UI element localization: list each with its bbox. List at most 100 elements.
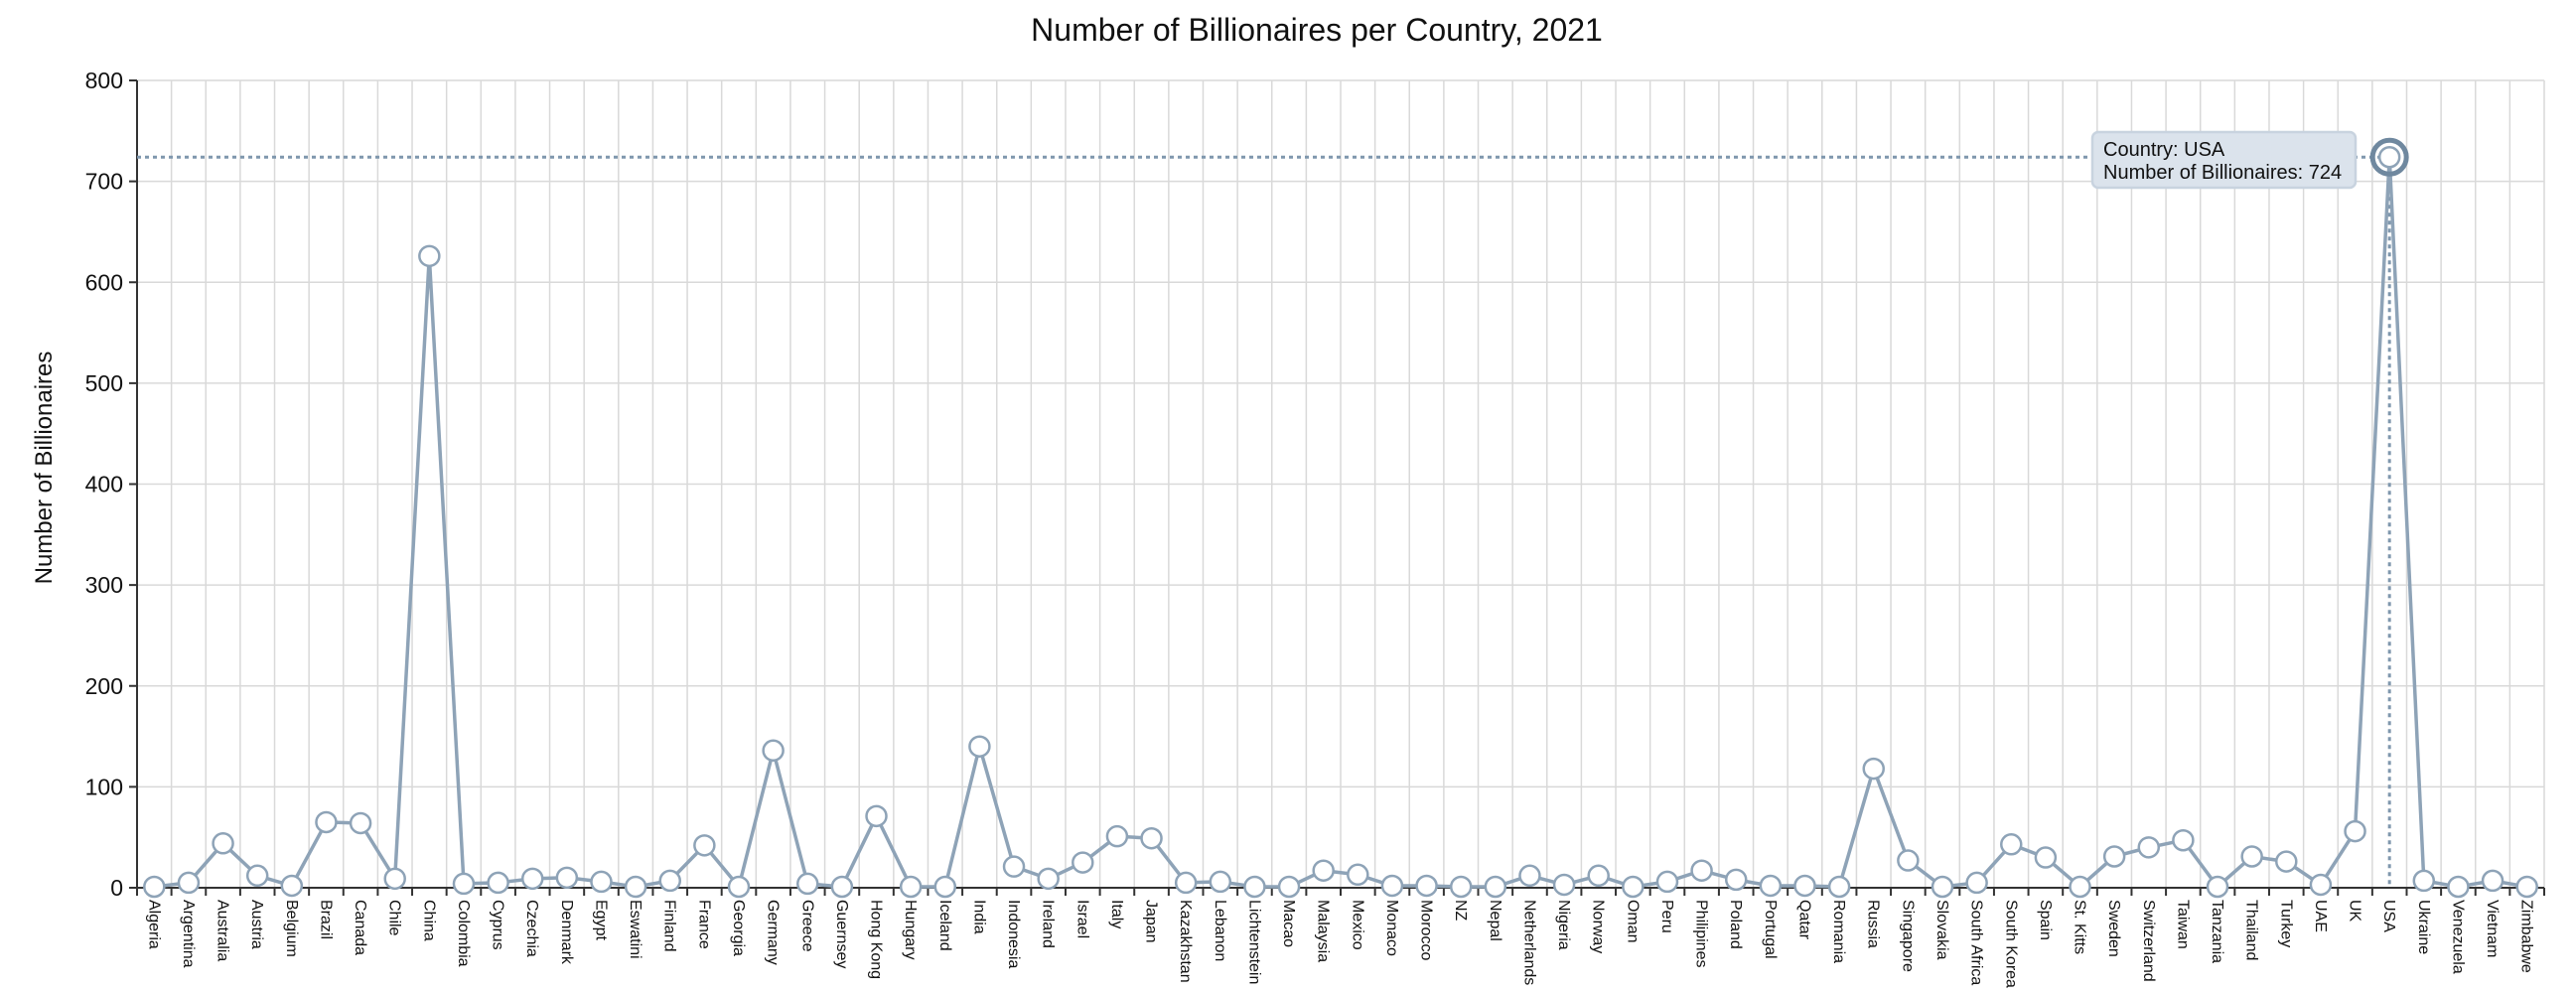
data-point[interactable] — [1243, 875, 1266, 899]
data-point[interactable] — [2275, 850, 2298, 873]
data-point[interactable] — [1690, 859, 1713, 882]
data-point[interactable] — [2344, 819, 2366, 843]
data-point[interactable] — [796, 872, 819, 896]
x-tick-label: Austria — [248, 900, 265, 949]
data-point[interactable] — [2309, 873, 2333, 897]
y-tick-label: 200 — [85, 673, 123, 699]
x-tick-label: China — [420, 900, 437, 941]
data-point[interactable] — [487, 871, 509, 895]
data-point[interactable] — [143, 875, 166, 899]
data-point[interactable] — [1449, 875, 1473, 899]
data-point[interactable] — [2515, 875, 2538, 899]
data-point[interactable] — [2481, 869, 2504, 893]
x-tick-label: Monaco — [1383, 900, 1400, 956]
data-point[interactable] — [2206, 875, 2229, 899]
tooltip-country: Country: USA — [2103, 139, 2225, 161]
data-point[interactable] — [1037, 867, 1060, 891]
data-point[interactable] — [2137, 836, 2161, 859]
x-tick-label: Peru — [1658, 900, 1675, 933]
data-point[interactable] — [2447, 875, 2470, 899]
data-point[interactable] — [1002, 855, 1026, 878]
grid — [136, 79, 2545, 889]
tooltip-value: Number of Billionaires: 724 — [2103, 162, 2342, 184]
data-point[interactable] — [624, 875, 647, 899]
data-point[interactable] — [830, 875, 854, 899]
data-point[interactable] — [2240, 845, 2263, 868]
x-tick-label: Denmark — [558, 900, 575, 965]
data-point[interactable] — [1484, 875, 1507, 899]
data-point[interactable] — [1552, 873, 1576, 897]
data-point[interactable] — [1209, 870, 1232, 894]
data-point[interactable] — [212, 832, 234, 855]
y-tick-label: 0 — [110, 875, 123, 901]
data-point[interactable] — [590, 870, 613, 894]
data-point[interactable] — [968, 735, 991, 758]
data-point[interactable] — [2172, 828, 2195, 852]
data-point[interactable] — [383, 867, 406, 891]
x-tick-label: Netherlands — [1520, 900, 1537, 985]
series-line — [154, 157, 2528, 891]
data-point[interactable] — [865, 804, 888, 828]
data-point[interactable] — [933, 875, 957, 899]
data-point[interactable] — [1518, 864, 1541, 888]
x-tick-label: Russia — [1865, 900, 1882, 948]
data-point[interactable] — [1105, 824, 1129, 848]
data-point[interactable] — [2412, 869, 2436, 893]
data-point[interactable] — [1312, 859, 1335, 882]
data-point[interactable] — [899, 875, 923, 899]
x-tick-label: Hong Kong — [868, 900, 885, 979]
data-point[interactable] — [1415, 874, 1438, 898]
y-tick-label: 800 — [85, 68, 123, 93]
x-tick-label: Oman — [1624, 900, 1641, 943]
data-point[interactable] — [1174, 871, 1198, 895]
x-tick-label: Hungary — [902, 900, 919, 959]
x-tick-label: Colombia — [455, 900, 472, 967]
data-point[interactable] — [245, 864, 269, 888]
data-point[interactable] — [1965, 871, 1988, 895]
data-point[interactable] — [1380, 874, 1404, 898]
data-point[interactable] — [2000, 833, 2023, 856]
data-point[interactable] — [280, 874, 304, 898]
data-point[interactable] — [1759, 874, 1783, 898]
y-axis-label: Number of Billionaires — [31, 352, 58, 585]
data-point[interactable] — [658, 869, 681, 893]
x-tick-label: Nigeria — [1555, 900, 1572, 950]
data-point[interactable] — [1277, 875, 1301, 899]
data-point[interactable] — [1347, 863, 1369, 887]
data-point[interactable] — [2069, 875, 2091, 899]
x-tick-label: Romania — [1830, 900, 1847, 963]
data-point[interactable] — [727, 875, 751, 899]
x-tick-label: Vietnam — [2484, 900, 2501, 957]
x-tick-label: Greece — [798, 900, 815, 952]
data-point[interactable] — [418, 244, 441, 268]
data-point[interactable] — [1072, 851, 1094, 874]
data-point[interactable] — [1793, 874, 1816, 898]
data-point[interactable] — [177, 871, 201, 895]
data-point[interactable] — [1724, 868, 1748, 892]
data-point[interactable] — [693, 834, 716, 857]
data-point[interactable] — [1931, 875, 1954, 899]
data-point[interactable] — [349, 811, 372, 835]
x-tick-label: Poland — [1727, 900, 1744, 949]
data-point[interactable] — [1827, 875, 1851, 899]
data-point[interactable] — [315, 810, 338, 834]
data-point[interactable] — [555, 866, 579, 890]
data-point[interactable] — [2377, 145, 2401, 169]
data-point[interactable] — [1587, 864, 1610, 888]
x-tick-label: Chile — [386, 900, 403, 936]
data-point[interactable] — [2102, 845, 2126, 868]
data-point[interactable] — [520, 867, 544, 891]
chart-title: Number of Billionaires per Country, 2021 — [1031, 12, 1603, 48]
data-point[interactable] — [1897, 849, 1920, 872]
data-point[interactable] — [1622, 875, 1645, 899]
x-tick-label: Brazil — [317, 900, 334, 939]
data-point[interactable] — [1655, 870, 1679, 894]
data-point[interactable] — [452, 872, 476, 896]
x-tick-label: Morocco — [1418, 900, 1435, 960]
data-point[interactable] — [1862, 757, 1885, 781]
data-point[interactable] — [2034, 846, 2058, 869]
data-point[interactable] — [762, 739, 785, 763]
data-point[interactable] — [1140, 826, 1163, 850]
y-tick-label: 100 — [85, 774, 123, 799]
